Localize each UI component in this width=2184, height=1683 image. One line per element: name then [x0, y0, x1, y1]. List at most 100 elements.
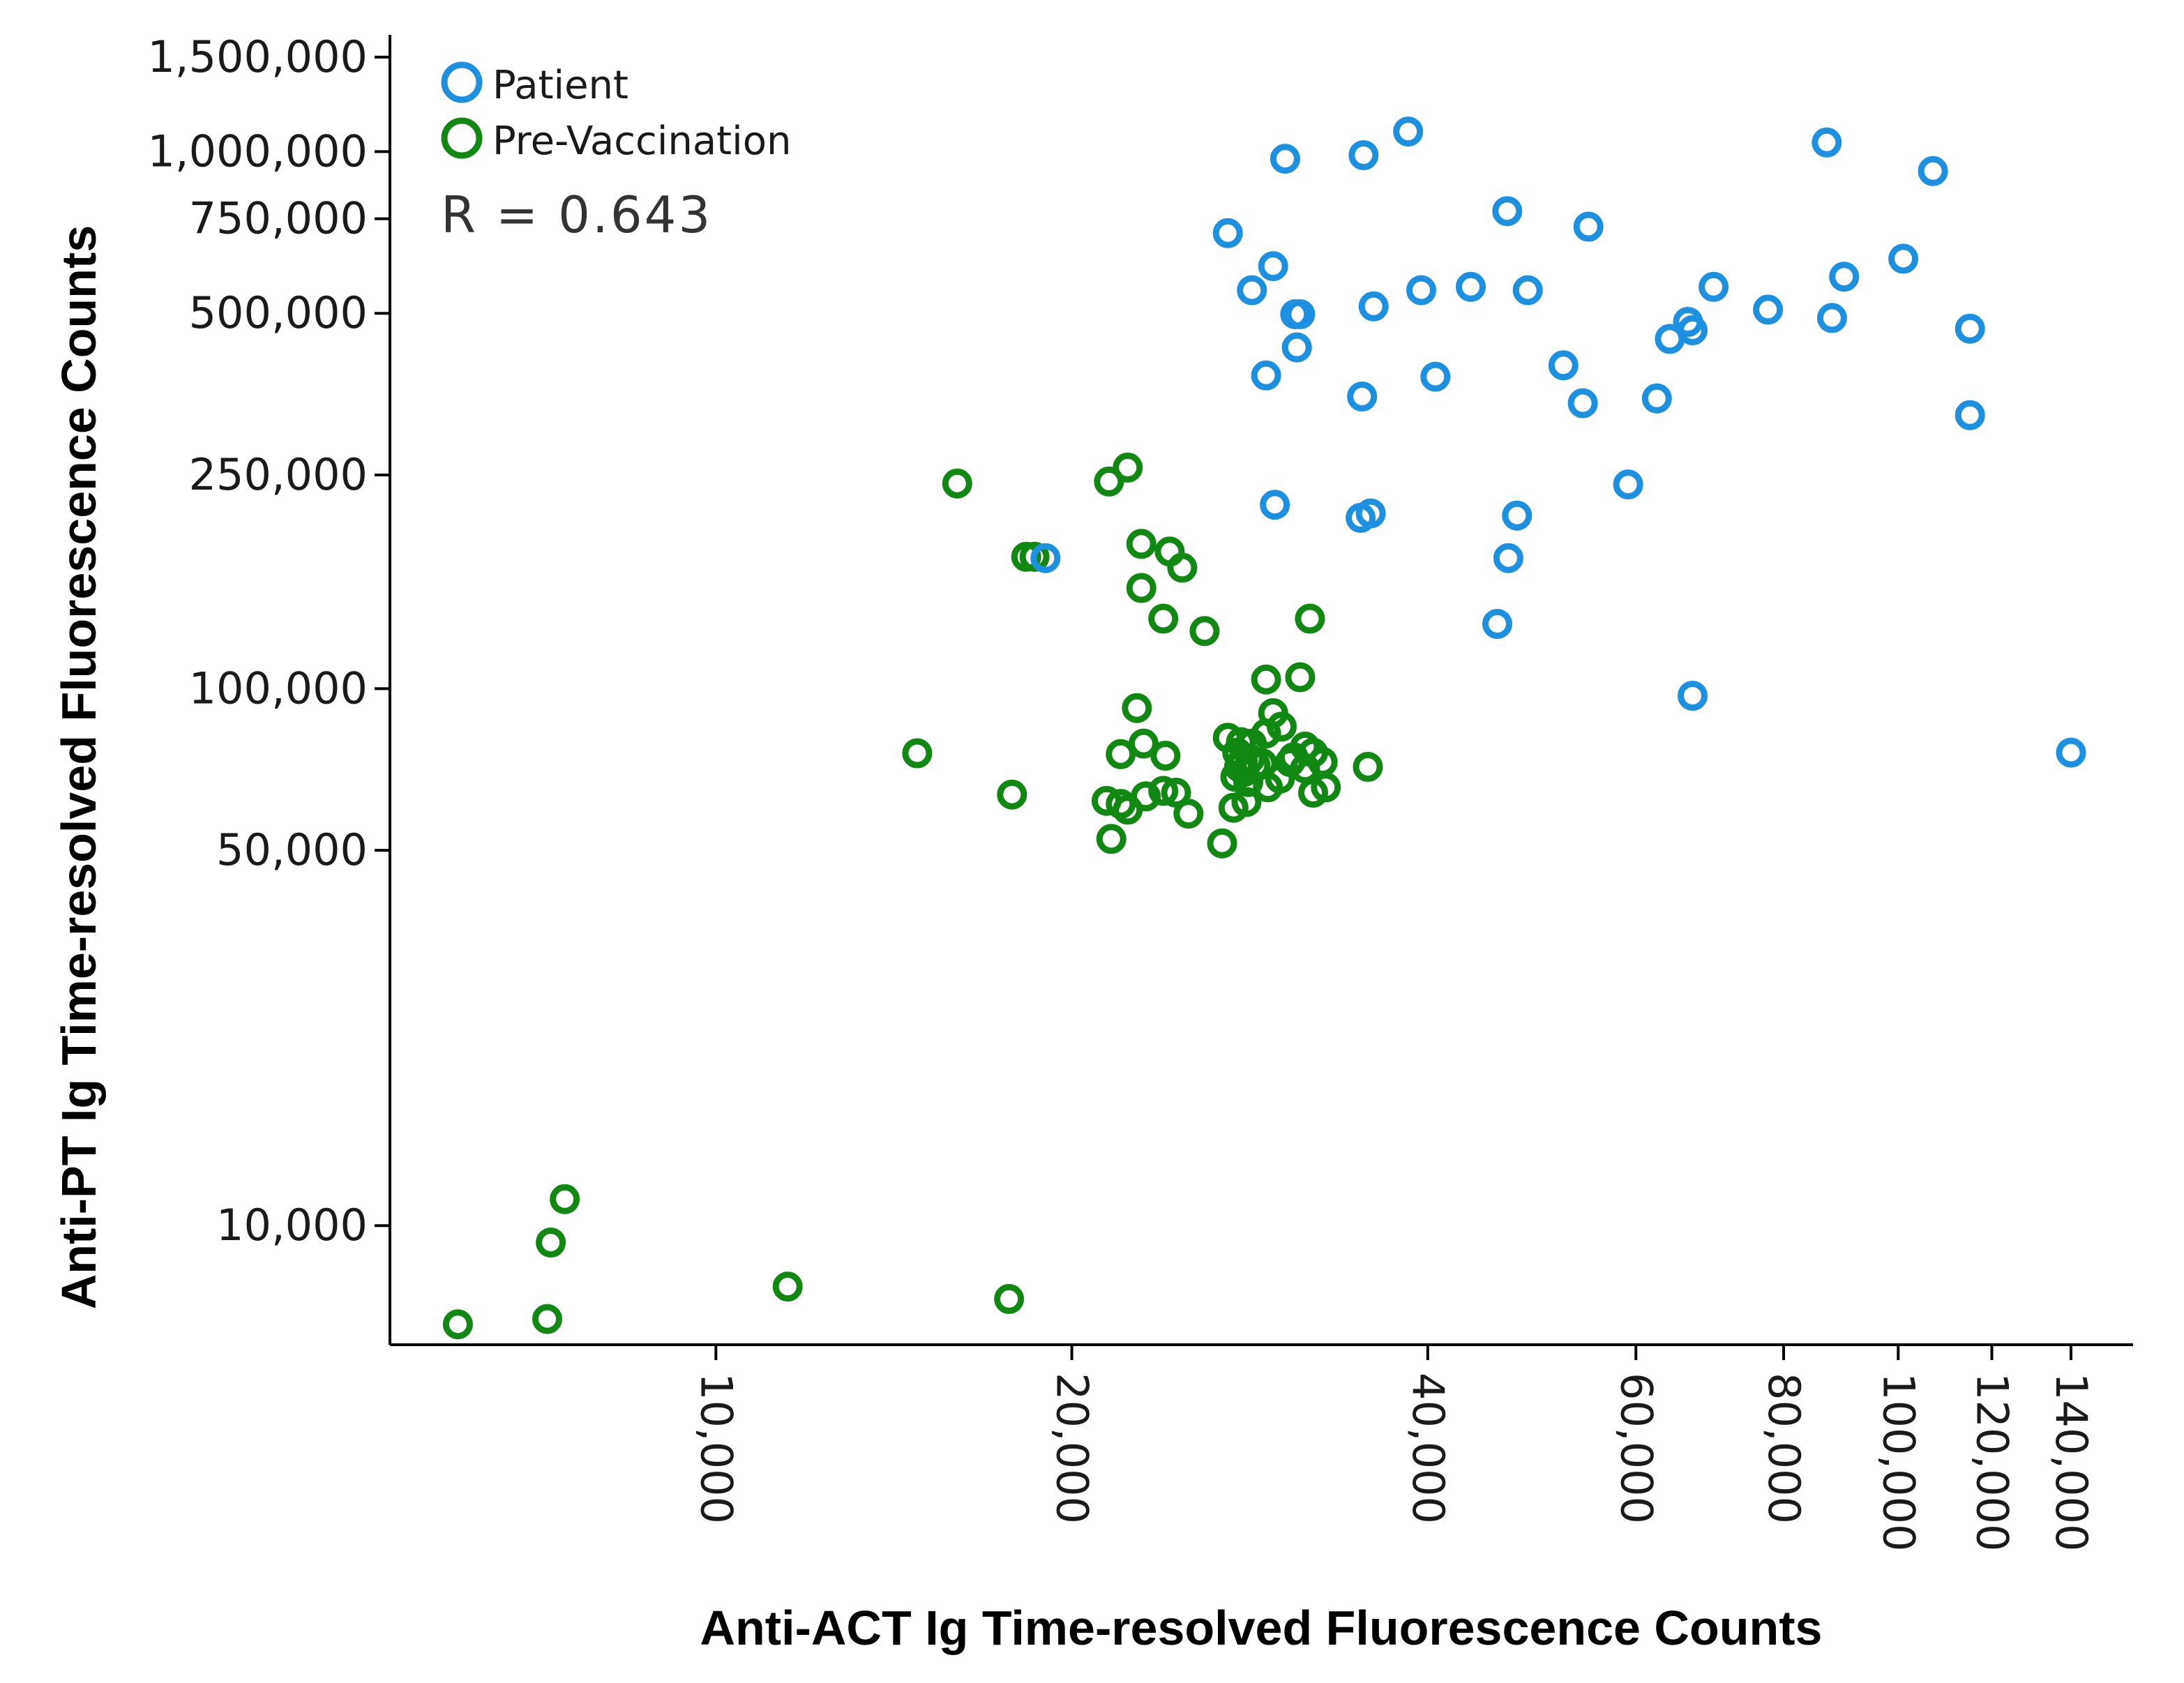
- point-pre-vaccination: [1150, 741, 1181, 771]
- axis-ticks: [375, 55, 2072, 1360]
- point-pre-vaccination: [1148, 776, 1179, 806]
- point-pre-vaccination: [772, 1271, 803, 1302]
- point-pre-vaccination: [442, 1309, 473, 1340]
- point-patient: [1512, 275, 1543, 305]
- point-pre-vaccination: [1106, 739, 1136, 769]
- point-patient: [1699, 271, 1729, 302]
- y-tick-label: 1,500,000: [147, 31, 368, 82]
- point-pre-vaccination: [1148, 603, 1179, 634]
- point-patient: [1251, 360, 1281, 391]
- point-patient: [1281, 332, 1312, 363]
- point-pre-vaccination: [1122, 693, 1152, 723]
- point-pre-vaccination: [1096, 824, 1127, 854]
- point-patient: [1348, 140, 1379, 170]
- point-patient: [1678, 681, 1708, 711]
- x-tick-label: 10,000: [691, 1373, 741, 1524]
- point-patient: [1502, 500, 1532, 531]
- point-patient: [1258, 251, 1288, 282]
- y-tick-label: 10,000: [216, 1200, 368, 1251]
- point-pre-vaccination: [1128, 728, 1159, 759]
- y-axis-title: Anti-PT Ig Time-resolved Fluorescence Co…: [52, 225, 106, 1310]
- point-pre-vaccination: [1231, 787, 1262, 817]
- point-pre-vaccination: [1019, 541, 1050, 572]
- legend: Patient Pre-Vaccination: [441, 61, 791, 164]
- point-patient: [1548, 350, 1579, 381]
- point-patient: [1285, 299, 1316, 329]
- legend-marker-pre-vaccination: [441, 117, 483, 159]
- point-pre-vaccination: [1285, 662, 1316, 693]
- point-pre-vaccination: [532, 1304, 562, 1334]
- point-patient: [1406, 275, 1436, 305]
- point-patient: [1918, 156, 1948, 186]
- point-pre-vaccination: [942, 468, 972, 499]
- point-patient: [1212, 218, 1243, 248]
- point-pre-vaccination: [1161, 778, 1191, 808]
- point-patient: [1888, 243, 1919, 274]
- point-pre-vaccination: [902, 738, 933, 769]
- point-patient: [1030, 543, 1061, 573]
- x-tick-label: 120,000: [1966, 1373, 2017, 1551]
- x-axis-title: Anti-ACT Ig Time-resolved Fluorescence C…: [700, 1601, 1823, 1655]
- point-patient: [1270, 144, 1300, 174]
- point-patient: [1753, 294, 1784, 325]
- point-patient: [1955, 400, 1985, 430]
- y-tick-label: 100,000: [189, 663, 368, 714]
- point-patient: [2056, 737, 2086, 768]
- x-tick-label: 60,000: [1611, 1373, 1662, 1524]
- x-tick-label: 40,000: [1403, 1373, 1454, 1524]
- point-patient: [1641, 383, 1672, 414]
- point-pre-vaccination: [1094, 466, 1124, 497]
- point-patient: [1492, 196, 1523, 227]
- point-pre-vaccination: [1311, 772, 1341, 803]
- point-patient: [1482, 609, 1512, 639]
- point-patient: [1393, 116, 1424, 147]
- point-pre-vaccination: [1126, 529, 1157, 559]
- x-tick-label: 80,000: [1759, 1373, 1809, 1524]
- point-patient: [1573, 211, 1604, 242]
- legend-marker-patient: [441, 61, 483, 103]
- point-patient: [1420, 361, 1451, 392]
- point-patient: [1347, 382, 1378, 412]
- point-pre-vaccination: [1126, 573, 1157, 603]
- point-patient: [1493, 543, 1523, 573]
- point-patient: [1829, 262, 1860, 292]
- data-points: [442, 116, 2086, 1340]
- point-pre-vaccination: [1189, 616, 1220, 647]
- point-pre-vaccination: [1167, 552, 1198, 583]
- point-pre-vaccination: [1267, 711, 1297, 742]
- point-pre-vaccination: [1113, 452, 1143, 483]
- point-patient: [1812, 127, 1842, 158]
- point-pre-vaccination: [1353, 752, 1383, 782]
- point-pre-vaccination: [997, 779, 1027, 810]
- y-tick-labels: 10,000 50,000 100,000 250,000 500,000 750,000…: [147, 31, 368, 1251]
- point-pre-vaccination: [1251, 664, 1281, 695]
- point-pre-vaccination: [1253, 772, 1283, 803]
- point-patient: [1613, 469, 1643, 500]
- point-pre-vaccination: [1295, 603, 1325, 634]
- y-tick-label: 50,000: [216, 824, 368, 875]
- point-patient: [1358, 291, 1389, 322]
- legend-label-pre-vaccination: Pre-Vaccination: [492, 119, 791, 164]
- point-patient: [1567, 388, 1598, 418]
- y-tick-label: 750,000: [189, 193, 368, 244]
- x-tick-labels: 10,000 20,000 40,000 60,000 80,000 100,000 120…: [691, 1373, 2097, 1551]
- point-pre-vaccination: [994, 1283, 1025, 1314]
- point-patient: [1237, 275, 1267, 305]
- y-tick-label: 250,000: [189, 449, 368, 500]
- point-patient: [1816, 303, 1847, 333]
- y-tick-label: 1,000,000: [147, 126, 368, 176]
- point-patient: [1355, 498, 1386, 529]
- point-pre-vaccination: [1091, 785, 1122, 816]
- x-tick-label: 20,000: [1047, 1373, 1098, 1524]
- point-pre-vaccination: [536, 1228, 566, 1258]
- x-tick-label: 140,000: [2046, 1373, 2097, 1551]
- point-pre-vaccination: [1173, 799, 1204, 829]
- point-patient: [1260, 490, 1290, 520]
- correlation-annotation: R = 0.643: [441, 186, 712, 244]
- x-tick-label: 100,000: [1873, 1373, 1924, 1551]
- y-tick-label: 500,000: [189, 287, 368, 338]
- point-patient: [1456, 271, 1486, 302]
- legend-label-patient: Patient: [492, 63, 628, 108]
- point-pre-vaccination: [550, 1184, 580, 1214]
